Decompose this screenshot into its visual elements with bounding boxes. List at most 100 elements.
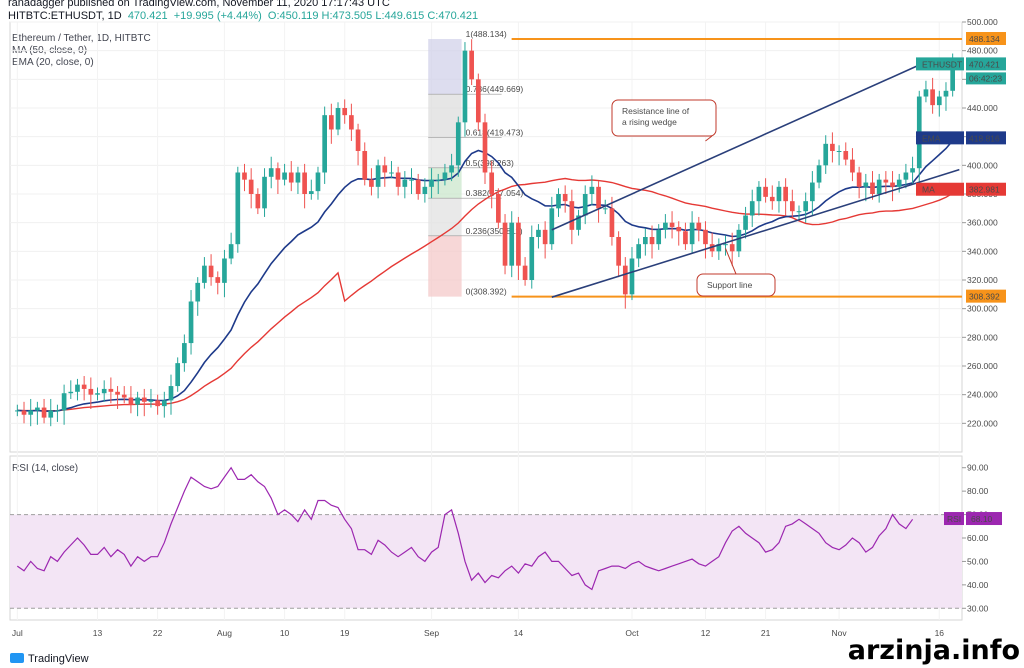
candle-body — [175, 363, 181, 387]
candle-body — [769, 196, 775, 202]
candle-body — [496, 194, 501, 223]
candle-body — [609, 208, 615, 237]
candle-body — [943, 90, 949, 97]
candle-body — [462, 50, 468, 123]
candle-body — [602, 208, 608, 210]
candle-body — [449, 165, 454, 173]
countdown-value: 06:42:23 — [969, 73, 1002, 83]
candle-body — [128, 397, 134, 405]
ma-tag-value: 382.981 — [969, 185, 1000, 195]
x-tick-label: Nov — [832, 628, 848, 638]
candle-body — [529, 237, 535, 280]
candle-body — [268, 168, 274, 177]
ma-tag-label-bg — [916, 182, 964, 196]
rsi-band — [10, 514, 962, 609]
candle-body — [656, 229, 662, 245]
watermark: arzinja.info — [847, 635, 1020, 666]
candle-body — [95, 393, 100, 395]
candle-body — [228, 244, 234, 259]
legend-rsi[interactable]: RSI (14, close) — [12, 463, 79, 474]
candle-body — [923, 89, 929, 97]
x-tick-label: 21 — [761, 628, 771, 638]
candle-body — [729, 244, 735, 252]
candle-body — [15, 410, 20, 412]
candle-body — [75, 384, 80, 392]
candle-body — [663, 222, 668, 230]
candle-body — [48, 410, 54, 418]
ma-tag-value-bg — [966, 182, 1006, 196]
annotation-text: Resistance line of — [622, 106, 690, 116]
candle-body — [883, 179, 889, 183]
candle-body — [830, 143, 835, 151]
candle-body — [455, 122, 461, 166]
candle-body — [21, 410, 27, 415]
candle-body — [576, 215, 581, 230]
fib-bottom-tag-value: 308.392 — [969, 292, 1000, 302]
ema-tag-label: EMA — [922, 133, 941, 143]
candle-body — [161, 400, 167, 407]
x-tick-label: 19 — [340, 628, 350, 638]
candle-body — [202, 265, 207, 283]
candle-body — [549, 208, 555, 245]
x-tick-label: Jul — [12, 628, 23, 638]
candle-body — [683, 231, 688, 245]
rsi-tick-label: 30.00 — [967, 603, 989, 613]
fib-top-tag-value: 488.134 — [969, 34, 1000, 44]
candle-body — [355, 129, 361, 151]
candle-body — [349, 115, 354, 130]
y-tick-label: 300.000 — [967, 304, 998, 314]
candle-body — [369, 179, 374, 187]
candle-body — [315, 172, 321, 192]
candle-body — [248, 179, 254, 194]
candle-body — [429, 179, 434, 187]
candle-body — [562, 194, 568, 202]
candle-body — [482, 122, 488, 173]
countdown-bg — [966, 72, 1006, 85]
candle-body — [121, 394, 127, 398]
candle-body — [415, 179, 421, 194]
legend-ema[interactable]: EMA (20, close, 0) — [12, 57, 94, 68]
last-price-tag-label-bg — [916, 57, 964, 71]
candle-body — [743, 215, 748, 230]
candle-body — [342, 108, 348, 116]
candle-body — [950, 65, 955, 91]
candle-body — [308, 191, 314, 194]
candle-body — [81, 384, 87, 389]
trendline-resistance — [551, 64, 920, 231]
publish-line: ranadagger published on TradingView.com,… — [8, 0, 390, 9]
rsi-tick-label: 50.00 — [967, 556, 989, 566]
ema-tag-label-bg — [916, 131, 964, 145]
candle-body — [382, 165, 388, 173]
candle-body — [141, 397, 147, 402]
candle-body — [195, 282, 201, 302]
candle-body — [389, 172, 394, 174]
candle-body — [643, 237, 648, 245]
tradingview-brand[interactable]: TradingView — [10, 653, 89, 665]
candle-body — [329, 115, 334, 130]
rsi-legend: RSI (14, close) — [12, 463, 78, 475]
candle-body — [669, 222, 675, 227]
y-tick-label: 240.000 — [967, 390, 998, 400]
candle-body — [108, 388, 114, 392]
candle-body — [756, 186, 762, 202]
candle-body — [55, 410, 60, 412]
rsi-line — [16, 466, 914, 591]
rsi-label-bg — [944, 512, 964, 526]
last-price-tag-label: ETHUSDT — [922, 59, 962, 69]
x-tick-label: Oct — [625, 628, 639, 638]
candle-body — [903, 172, 909, 180]
candle-body — [442, 172, 448, 180]
candle-body — [803, 201, 809, 212]
candle-body — [776, 186, 782, 202]
candle-body — [148, 400, 154, 402]
candle-body — [222, 258, 227, 283]
candle-body — [876, 179, 882, 194]
candle-body — [542, 229, 548, 245]
fib-zone — [428, 198, 462, 236]
candle-body — [322, 115, 327, 173]
brand-text: TradingView — [28, 653, 89, 665]
fib-top-tag-value-bg — [966, 32, 1006, 46]
candle-body — [302, 172, 307, 194]
legend-title[interactable]: Ethereum / Tether, 1D, HITBTC — [12, 33, 151, 44]
